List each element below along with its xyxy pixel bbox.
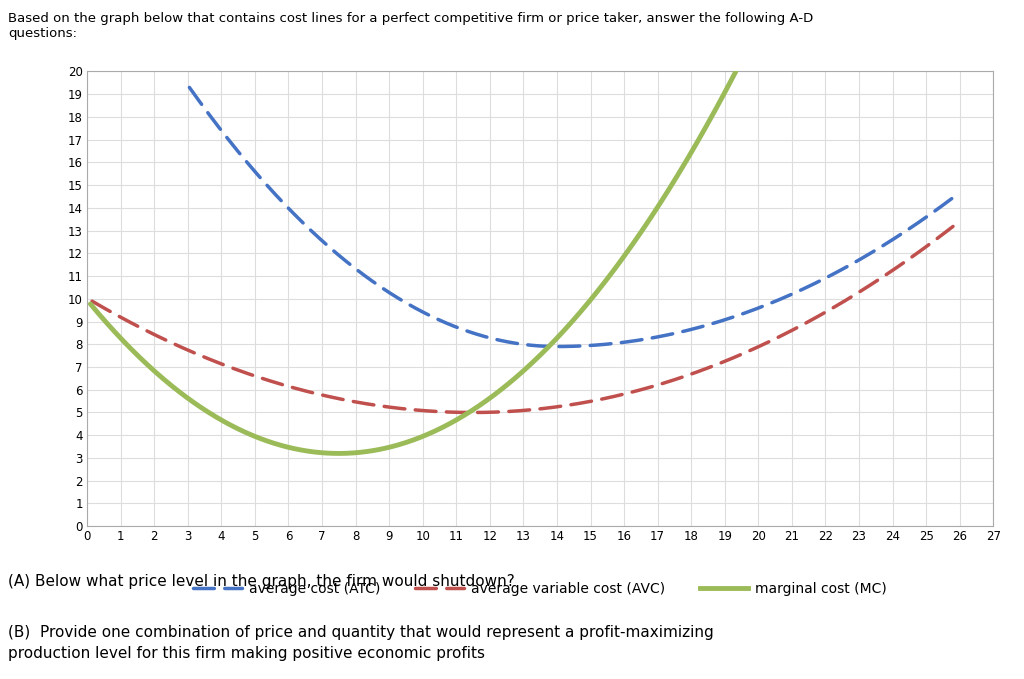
Text: questions:: questions: (8, 27, 77, 40)
Text: (A) Below what price level in the graph, the firm would shutdown?: (A) Below what price level in the graph,… (8, 574, 515, 589)
Text: Based on the graph below that contains cost lines for a perfect competitive firm: Based on the graph below that contains c… (8, 12, 813, 25)
Text: (B)  Provide one combination of price and quantity that would represent a profit: (B) Provide one combination of price and… (8, 625, 714, 661)
Legend: average cost (ATC), average variable cost (AVC), marginal cost (MC): average cost (ATC), average variable cos… (188, 576, 892, 602)
